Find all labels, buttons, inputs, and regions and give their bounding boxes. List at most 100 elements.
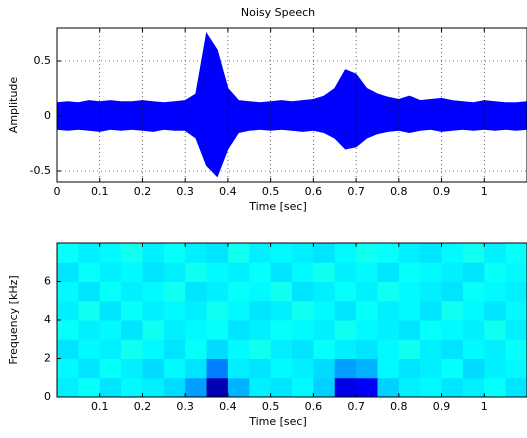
spectrogram-cell [206, 281, 229, 302]
spectrogram-cell [334, 339, 357, 359]
x-tick-label: 1 [481, 400, 488, 413]
spectrogram-cell [121, 339, 143, 359]
spectrogram-cell [142, 300, 165, 321]
spectrogram-cell [185, 243, 208, 263]
spectrogram-cell [57, 339, 79, 359]
spectrogram-cell [484, 300, 507, 321]
spectrogram-cell [420, 243, 443, 263]
spectrogram-cell [227, 320, 250, 340]
spectrogram-cell [163, 339, 186, 359]
spectrogram-cell [313, 339, 336, 359]
spectrogram-cell [249, 358, 272, 379]
spectrogram-cell [227, 300, 250, 321]
spectrogram-cell [99, 262, 122, 282]
x-tick-label: 0.8 [390, 400, 408, 413]
x-tick-label: 0.1 [91, 185, 109, 198]
spectrogram-cell [398, 300, 421, 321]
spectrogram-cell [163, 320, 186, 340]
spectrogram-cell [462, 358, 485, 379]
spectrogram-cell [270, 281, 293, 302]
spectrogram-cell [227, 358, 250, 379]
x-tick-label: 0.4 [219, 400, 237, 413]
spectrogram-cell [484, 339, 507, 359]
spectrogram-cell [270, 320, 293, 340]
spectrogram-cell [313, 281, 336, 302]
spectrogram-cell [249, 262, 272, 282]
spectrogram-cell [398, 281, 421, 302]
spectrogram-cell [227, 339, 250, 359]
spectrogram-cell [420, 281, 443, 302]
spectrogram-cell [142, 320, 165, 340]
spectrogram-cell [292, 243, 314, 263]
x-tick-label: 1 [481, 185, 488, 198]
spectrogram-cell [99, 300, 122, 321]
spectrogram-cell [484, 358, 507, 379]
spectrogram-cell [462, 262, 485, 282]
spectrogram-cell [163, 243, 186, 263]
x-tick-label: 0.5 [262, 400, 280, 413]
spectrogram-cell [185, 377, 208, 397]
spectrogram-cell [185, 281, 208, 302]
spectrogram-cell [78, 281, 101, 302]
spectrogram-cell [377, 320, 400, 340]
spectrogram-cell [185, 300, 208, 321]
spectrogram-cell [420, 377, 443, 397]
spectrogram-cell [377, 377, 400, 397]
spectrogram-cell [57, 358, 79, 379]
spectrogram-cell [99, 243, 122, 263]
spectrogram-cell [270, 339, 293, 359]
y-tick-label: 2 [44, 352, 51, 365]
spectrogram-cell [356, 377, 378, 397]
spectrogram-cell [377, 281, 400, 302]
spectrogram-cell [142, 243, 165, 263]
spectrogram-cell [249, 320, 272, 340]
x-tick-label: 0 [54, 185, 61, 198]
spectrogram-cell [484, 262, 507, 282]
spectrogram-cell [398, 320, 421, 340]
spectrogram-cell [356, 320, 378, 340]
axes-frame [56, 27, 527, 183]
spectrogram-cell [292, 339, 314, 359]
spectrogram-cell [227, 262, 250, 282]
spectrogram-cell [377, 243, 400, 263]
spectrogram-cell [206, 339, 229, 359]
spectrogram-cell [377, 262, 400, 282]
spectrogram-cell [227, 243, 250, 263]
spectrogram-cell [484, 377, 507, 397]
spectrogram-cell [142, 262, 165, 282]
spectrogram-cell [505, 358, 527, 379]
spectrogram-cell [206, 300, 229, 321]
spectrogram-cell [484, 320, 507, 340]
x-tick-label: 0.3 [176, 400, 194, 413]
spectrogram-cell [99, 320, 122, 340]
spectrogram-cell [227, 377, 250, 397]
spectrogram-cell [57, 281, 79, 302]
spectrogram-cell [377, 339, 400, 359]
spectrogram-cell [420, 358, 443, 379]
spectrogram-cell [121, 281, 143, 302]
spectrogram-cell [398, 262, 421, 282]
spectrogram-cell [334, 262, 357, 282]
spectrogram-cell [441, 320, 464, 340]
spectrogram-cell [57, 377, 79, 397]
spectrogram-cell [270, 377, 293, 397]
plot-area [57, 243, 527, 397]
spectrogram-cell [206, 377, 229, 397]
spectrogram-cell [57, 300, 79, 321]
spectrogram-cell [121, 262, 143, 282]
spectrogram-cell [356, 339, 378, 359]
spectrogram-cell [292, 377, 314, 397]
spectrogram-cell [505, 281, 527, 302]
x-tick-label: 0.7 [347, 185, 365, 198]
spectrogram-cell [121, 358, 143, 379]
spectrogram-cell [462, 300, 485, 321]
spectrogram-cell [313, 377, 336, 397]
spectrogram-cell [505, 300, 527, 321]
spectrogram-cell [142, 281, 165, 302]
y-tick-label: 0.5 [34, 54, 52, 67]
spectrogram-cell [185, 358, 208, 379]
x-tick-label: 0.1 [91, 400, 109, 413]
spectrogram-cell [505, 339, 527, 359]
spectrogram-cell [441, 377, 464, 397]
